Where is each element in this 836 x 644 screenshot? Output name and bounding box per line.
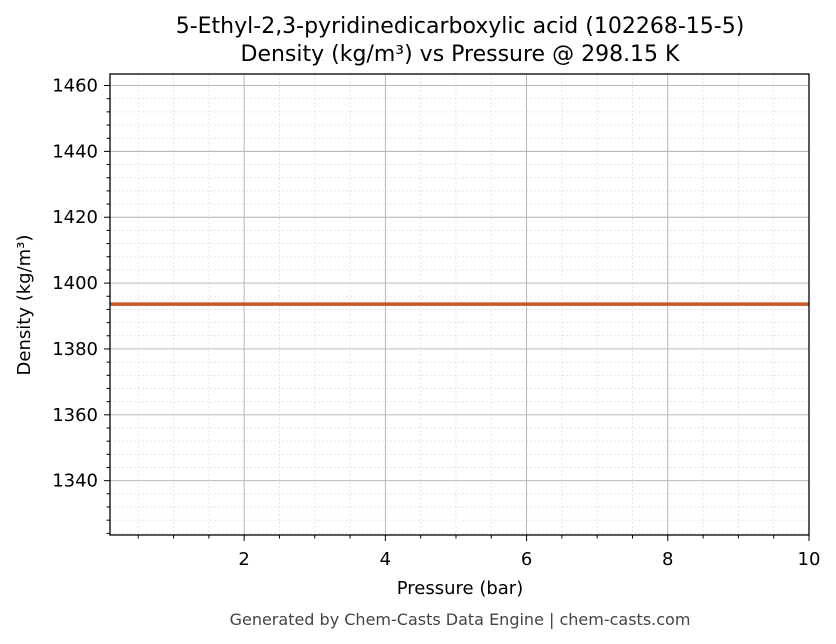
x-tick-label: 6 [521,549,532,570]
y-tick-label: 1420 [52,207,98,228]
y-tick-label: 1440 [52,141,98,162]
y-tick-label: 1380 [52,339,98,360]
x-tick-label: 2 [238,549,249,570]
plot-frame [109,73,810,536]
y-tick-label: 1360 [52,405,98,426]
x-tick-label: 4 [380,549,391,570]
y-axis: 1340 1360 1380 1400 1420 1440 1460 [52,76,110,534]
y-axis-label: Density (kg/m³) [14,235,35,376]
chart-title-line1: 5-Ethyl-2,3-pyridinedicarboxylic acid (1… [176,14,745,39]
x-tick-label: 8 [662,549,673,570]
chart-title-line2: Density (kg/m³) vs Pressure @ 298.15 K [241,42,681,67]
x-axis: 2 4 6 8 10 [137,535,821,570]
footer-credit: Generated by Chem-Casts Data Engine | ch… [230,610,691,629]
y-tick-label: 1460 [52,76,98,97]
x-axis-label: Pressure (bar) [397,578,523,599]
y-tick-label: 1400 [52,273,98,294]
minor-grid [110,74,809,535]
y-tick-label: 1340 [52,471,98,492]
x-tick-label: 10 [798,549,821,570]
